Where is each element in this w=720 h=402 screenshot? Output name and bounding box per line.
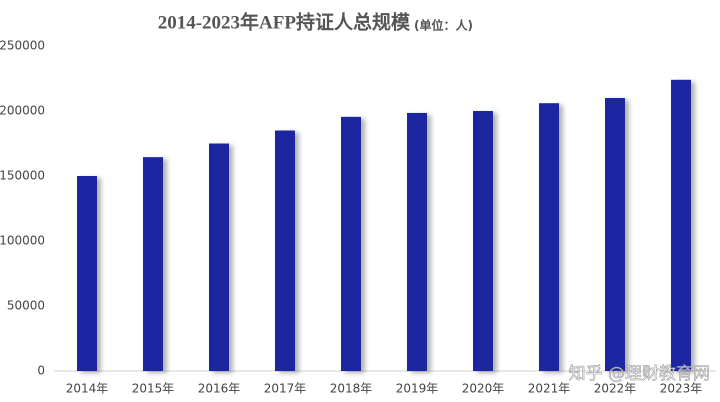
chart-subtitle: (单位：人) [414,18,473,33]
bar [209,143,229,371]
bar [275,130,295,371]
bar [473,111,493,371]
x-tick-label: 2019年 [396,382,439,396]
bar [671,79,691,372]
x-tick-label: 2016年 [198,382,241,396]
x-tick-label: 2022年 [594,382,637,396]
y-tick-label: 150000 [0,169,45,183]
x-tick-label: 2014年 [66,382,109,396]
x-tick-label: 2017年 [264,382,307,396]
watermark: 知乎 @理财教育网 [569,364,710,384]
y-tick-label: 100000 [0,234,45,248]
y-tick-label: 50000 [7,299,45,313]
x-tick-label: 2018年 [330,382,373,396]
bar [341,116,361,371]
chart-title: 2014-2023年AFP持证人总规模 [158,10,411,33]
x-tick-label: 2020年 [462,382,505,396]
bar [539,103,559,371]
x-tick-label: 2023年 [660,382,703,396]
y-tick-label: 250000 [0,39,45,53]
x-tick-label: 2021年 [528,382,571,396]
bar [407,112,427,371]
bar [77,176,97,371]
bar [605,98,625,371]
y-tick-label: 200000 [0,104,45,118]
x-tick-label: 2015年 [132,382,175,396]
y-tick-label: 0 [37,364,45,378]
bar [143,157,163,371]
